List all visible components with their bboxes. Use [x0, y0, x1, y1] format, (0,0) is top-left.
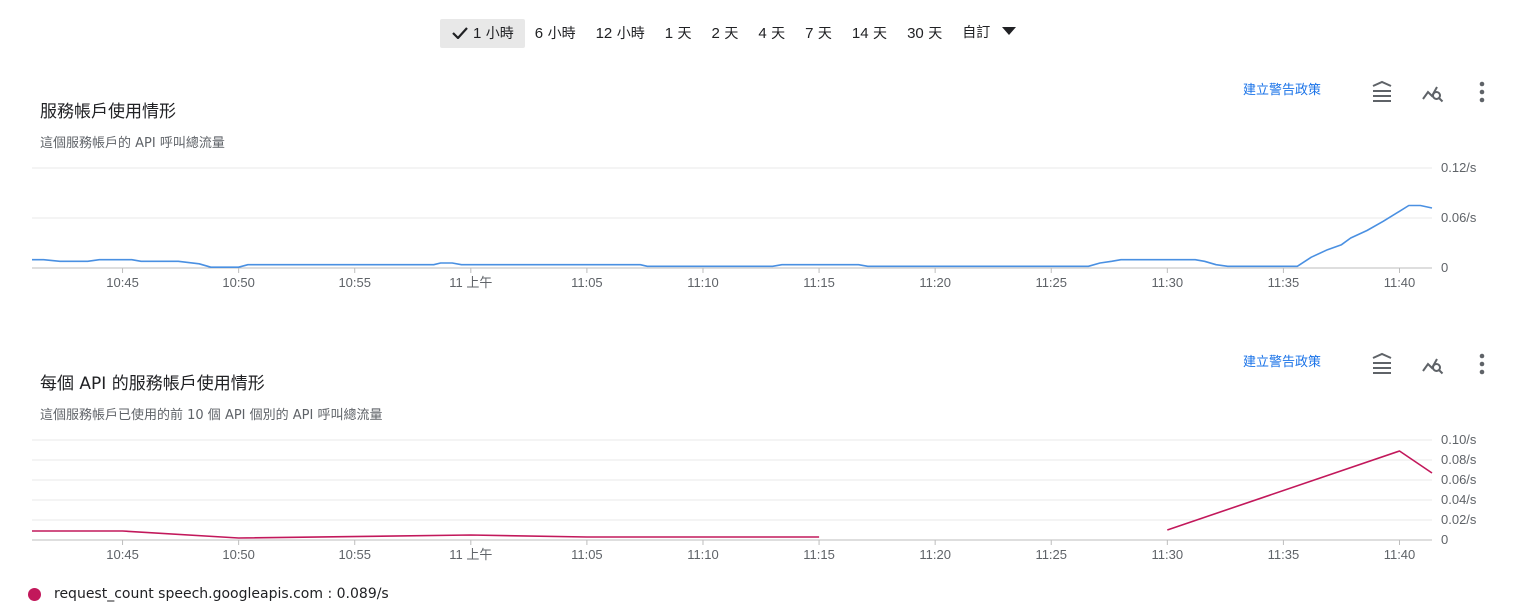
- legend-series-value: 0.089/s: [336, 586, 389, 602]
- time-range-option-7-day[interactable]: 7 天: [795, 19, 842, 48]
- option-unit: 天: [719, 26, 739, 42]
- option-number: 30: [907, 25, 924, 42]
- legend-color-dot: [28, 587, 41, 601]
- x-tick-label: 10:45: [106, 547, 139, 562]
- option-unit: 天: [813, 26, 832, 42]
- caret-down-icon: [1002, 27, 1017, 35]
- x-tick-label: 11:10: [687, 275, 719, 290]
- y-tick-label: 0.12/s: [1441, 160, 1477, 175]
- x-tick-label: 11:10: [687, 547, 719, 562]
- x-tick-label: 10:45: [106, 275, 139, 290]
- x-tick-label: 10:55: [338, 275, 371, 290]
- option-unit: 天: [673, 26, 692, 42]
- x-tick-label: 11:40: [1384, 547, 1416, 562]
- legend-series-name: request_count speech.googleapis.com: [54, 586, 324, 602]
- explore-chart-icon[interactable]: [1421, 353, 1445, 377]
- custom-range-label: 自訂: [962, 25, 991, 41]
- time-range-option-30-day[interactable]: 30 天: [897, 19, 952, 48]
- option-unit: 小時: [612, 26, 645, 42]
- x-tick-label: 11:15: [803, 547, 835, 562]
- y-tick-label: 0.10/s: [1441, 432, 1477, 447]
- y-tick-label: 0.06/s: [1441, 210, 1477, 225]
- option-unit: 天: [923, 26, 943, 42]
- option-number: 4: [758, 25, 767, 42]
- more-vert-icon[interactable]: [1470, 352, 1494, 376]
- x-tick-label: 11:35: [1268, 275, 1300, 290]
- option-number: 1: [664, 25, 674, 42]
- panel-subtitle: 這個服務帳戶已使用的前 10 個 API 個別的 API 呼叫總流量: [40, 408, 383, 423]
- x-tick-label: 11:30: [1152, 275, 1184, 290]
- create-alert-policy-link[interactable]: 建立警告政策: [1243, 355, 1322, 370]
- time-range-option-2-day[interactable]: 2 天: [702, 19, 749, 48]
- y-tick-label: 0.04/s: [1441, 492, 1477, 507]
- legend-toggle-icon[interactable]: [1370, 80, 1394, 104]
- create-alert-policy-link[interactable]: 建立警告政策: [1243, 83, 1322, 98]
- x-tick-label: 11 上午: [449, 275, 492, 290]
- line-chart: 0 0.06/s 0.12/s 10:45 10:50 10:55 11 上午 11:05 11…: [32, 160, 1477, 290]
- explore-chart-icon[interactable]: [1421, 81, 1445, 105]
- series-line: [32, 530, 820, 539]
- legend-separator: :: [323, 586, 337, 602]
- option-number: 1: [473, 25, 482, 42]
- option-unit: 天: [868, 26, 888, 42]
- y-tick-label: 0.02/s: [1441, 512, 1477, 527]
- x-tick-label: 11:20: [919, 275, 951, 290]
- panel-title: 每個 API 的服務帳戶使用情形: [40, 374, 265, 394]
- x-tick-label: 11:15: [803, 275, 835, 290]
- panel-title: 服務帳戶使用情形: [40, 102, 176, 122]
- option-number: 12: [595, 25, 613, 42]
- x-tick-label: 11:30: [1152, 547, 1184, 562]
- option-number: 7: [805, 25, 814, 42]
- x-tick-label: 10:50: [222, 547, 255, 562]
- y-tick-label: 0: [1441, 260, 1448, 275]
- x-tick-label: 10:50: [222, 275, 255, 290]
- option-number: 6: [534, 25, 544, 42]
- series-line: [32, 204, 1433, 268]
- x-tick-label: 11:35: [1268, 547, 1300, 562]
- custom-range-dropdown[interactable]: 自訂: [952, 19, 1026, 48]
- option-unit: 天: [766, 26, 786, 42]
- x-tick-label: 10:55: [338, 547, 371, 562]
- x-tick-label: 11:20: [919, 547, 951, 562]
- option-number: 2: [711, 25, 720, 42]
- time-range-option-14-day[interactable]: 14 天: [842, 19, 897, 48]
- x-tick-label: 11:25: [1035, 275, 1067, 290]
- check-icon: [452, 27, 468, 39]
- x-tick-label: 11:05: [571, 275, 603, 290]
- x-tick-label: 11 上午: [449, 547, 492, 562]
- option-unit: 小時: [481, 26, 514, 42]
- time-range-option-4-day[interactable]: 4 天: [748, 19, 795, 48]
- y-tick-label: 0: [1441, 532, 1448, 547]
- series-line: [1167, 450, 1433, 531]
- line-chart: 0 0.02/s 0.04/s 0.06/s 0.08/s 0.10/s 10:45 10:5…: [32, 432, 1477, 562]
- y-tick-label: 0.06/s: [1441, 472, 1477, 487]
- x-tick-label: 11:40: [1384, 275, 1416, 290]
- option-unit: 小時: [543, 26, 576, 42]
- option-number: 14: [851, 25, 869, 42]
- chart-legend: request_count speech.googleapis.com : 0.…: [28, 586, 389, 602]
- x-tick-label: 11:25: [1035, 547, 1067, 562]
- x-tick-label: 11:05: [571, 547, 603, 562]
- y-tick-label: 0.08/s: [1441, 452, 1477, 467]
- time-range-option-1-day[interactable]: 1 天: [655, 19, 702, 48]
- panel-subtitle: 這個服務帳戶的 API 呼叫總流量: [40, 136, 225, 151]
- time-range-option-1-hour[interactable]: 1 小時: [440, 19, 525, 48]
- legend-toggle-icon[interactable]: [1370, 352, 1394, 376]
- time-range-option-12-hour[interactable]: 12 小時: [586, 19, 655, 48]
- more-vert-icon[interactable]: [1470, 80, 1494, 104]
- time-range-option-6-hour[interactable]: 6 小時: [525, 19, 586, 48]
